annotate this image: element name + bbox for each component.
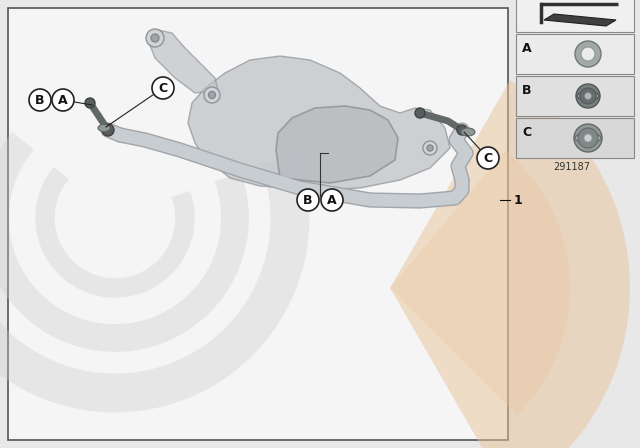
Circle shape <box>415 108 425 118</box>
FancyBboxPatch shape <box>8 8 508 440</box>
Text: B: B <box>522 84 531 97</box>
FancyBboxPatch shape <box>516 118 634 158</box>
FancyBboxPatch shape <box>516 76 634 116</box>
Wedge shape <box>390 80 630 448</box>
Wedge shape <box>390 150 570 415</box>
Text: A: A <box>522 42 532 55</box>
Ellipse shape <box>577 91 599 100</box>
Ellipse shape <box>461 128 475 136</box>
Text: C: C <box>483 151 493 164</box>
Circle shape <box>102 124 114 136</box>
Circle shape <box>581 47 595 61</box>
FancyBboxPatch shape <box>516 34 634 74</box>
Circle shape <box>321 189 343 211</box>
Ellipse shape <box>575 133 601 143</box>
Text: A: A <box>327 194 337 207</box>
Circle shape <box>152 77 174 99</box>
Ellipse shape <box>98 125 110 132</box>
Circle shape <box>574 124 602 152</box>
Circle shape <box>584 92 591 99</box>
Circle shape <box>85 98 95 108</box>
Polygon shape <box>188 56 450 190</box>
Circle shape <box>578 128 598 148</box>
Circle shape <box>477 147 499 169</box>
Polygon shape <box>276 106 398 183</box>
Text: C: C <box>522 126 531 139</box>
Circle shape <box>204 87 220 103</box>
Circle shape <box>423 141 437 155</box>
Circle shape <box>52 89 74 111</box>
Circle shape <box>297 189 319 211</box>
Text: C: C <box>159 82 168 95</box>
Text: B: B <box>35 94 45 107</box>
Circle shape <box>146 29 164 47</box>
Polygon shape <box>544 14 616 26</box>
Circle shape <box>580 88 596 104</box>
Circle shape <box>584 134 592 142</box>
Circle shape <box>151 34 159 42</box>
Text: 291187: 291187 <box>554 162 591 172</box>
Text: 1: 1 <box>514 194 523 207</box>
FancyBboxPatch shape <box>516 0 634 32</box>
Text: B: B <box>303 194 313 207</box>
Polygon shape <box>148 30 218 93</box>
Circle shape <box>427 145 433 151</box>
Text: A: A <box>58 94 68 107</box>
Circle shape <box>575 41 601 67</box>
Circle shape <box>209 91 216 99</box>
Circle shape <box>29 89 51 111</box>
Circle shape <box>576 84 600 108</box>
Circle shape <box>457 125 467 135</box>
